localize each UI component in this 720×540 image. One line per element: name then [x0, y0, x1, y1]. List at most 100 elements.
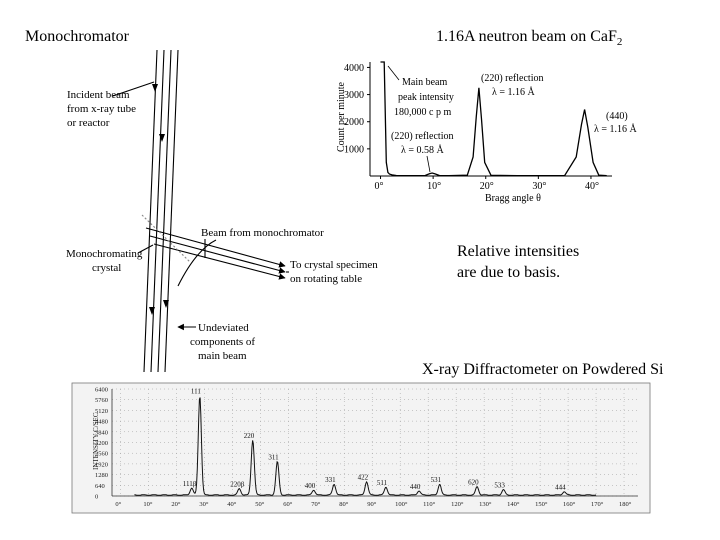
- neutron-y-tick-label: 3000: [344, 90, 364, 101]
- xray-peak-label: 311: [268, 454, 279, 462]
- crystal-outline: [141, 214, 191, 263]
- xray-title: X-ray Diffractometer on Powdered Si: [422, 361, 664, 378]
- xray-intensity-trace: [134, 397, 597, 496]
- xray-x-tick-label: 50°: [255, 501, 265, 508]
- r220b-leader: [426, 155, 431, 173]
- main-beam-leader: [387, 65, 400, 81]
- xray-x-tick-label: 10°: [143, 501, 153, 508]
- xray-x-tick-label: 150°: [535, 501, 548, 508]
- xray-y-tick-label: 0: [95, 494, 98, 501]
- xray-peak-label: 533: [494, 482, 505, 490]
- xray-x-tick-label: 80°: [339, 501, 349, 508]
- annot-220b-1: (220) reflection: [391, 131, 453, 142]
- xray-x-tick-label: 60°: [283, 501, 293, 508]
- incident-label-2: from x-ray tube: [67, 103, 136, 115]
- neutron-y-tick-label: 1000: [344, 144, 364, 155]
- xray-x-tick-label: 110°: [423, 501, 436, 508]
- neutron-x-tick-label: 40°: [585, 181, 599, 192]
- xray-x-tick-label: 90°: [367, 501, 377, 508]
- xray-x-tick-label: 180°: [619, 501, 632, 508]
- xray-peak-label: 111β: [183, 480, 197, 488]
- xray-x-tick-label: 20°: [171, 501, 181, 508]
- annot-220-1: (220) reflection: [481, 73, 543, 84]
- xray-y-tick-label: 6400: [95, 387, 108, 394]
- beam-arrow-4: [163, 300, 169, 308]
- incident-beam-4: [164, 49, 179, 373]
- neutron-x-tick-label: 10°: [427, 181, 441, 192]
- specimen-label-2: on rotating table: [290, 273, 362, 285]
- beam-arrow-2: [159, 134, 165, 142]
- incident-beam-1: [143, 49, 158, 373]
- specimen-label-1: To crystal specimen: [290, 259, 378, 271]
- crystal-label-1: Monochromating: [66, 248, 143, 260]
- xray-y-tick-label: 5120: [95, 408, 108, 415]
- xray-peak-label: 620: [468, 479, 479, 487]
- crystal-label-2: crystal: [92, 262, 121, 274]
- xray-x-tick-label: 160°: [563, 501, 576, 508]
- neutron-xlabel: Bragg angle θ: [485, 193, 541, 204]
- xray-peak-label: 422: [358, 474, 369, 482]
- title-neutron-beam: 1.16A neutron beam on CaF2: [436, 28, 622, 48]
- leader-incident: [112, 81, 155, 97]
- title-neutron-main: 1.16A neutron beam on CaF: [436, 28, 617, 45]
- incident-beam-2: [150, 49, 165, 373]
- xray-y-tick-label: 4480: [95, 419, 108, 426]
- diffracted-beam-1: [145, 227, 286, 268]
- xray-y-tick-label: 3840: [95, 429, 108, 436]
- undeviated-label-3: main beam: [198, 350, 247, 362]
- incident-label-3: or reactor: [67, 117, 110, 129]
- incident-beam-3: [157, 49, 172, 373]
- xray-x-tick-label: 70°: [311, 501, 321, 508]
- diffracted-beam-3: [153, 243, 286, 280]
- annot-main-beam-1: Main beam: [402, 77, 447, 88]
- neutron-count-curve: [380, 61, 607, 177]
- xray-peak-label: 331: [325, 476, 336, 484]
- xray-y-tick-label: 3200: [95, 440, 108, 447]
- xray-x-tick-label: 30°: [199, 501, 209, 508]
- annot-440-1: (440): [606, 111, 628, 122]
- incident-label-1: Incident beam: [67, 89, 130, 101]
- xray-peak-label: 400: [305, 482, 316, 490]
- xray-x-tick-label: 170°: [591, 501, 604, 508]
- xray-x-tick-label: 0°: [115, 501, 121, 508]
- diffracted-beam-2: [149, 235, 286, 274]
- annot-440-2: λ = 1.16 Å: [594, 123, 637, 135]
- neutron-y-tick-label: 2000: [344, 117, 364, 128]
- xray-y-tick-label: 1920: [95, 461, 108, 468]
- xray-peak-label: 444: [555, 484, 566, 492]
- beam-from-label: Beam from monochromator: [201, 227, 324, 239]
- title-monochromator: Monochromator: [25, 28, 129, 45]
- beam-arrow-3: [149, 307, 155, 315]
- xray-peak-label: 440: [410, 483, 421, 491]
- xray-peak-label: 220: [244, 432, 255, 440]
- undeviated-label-2: components of: [190, 336, 255, 348]
- xray-peak-label: 531: [431, 476, 442, 484]
- xray-x-tick-label: 100°: [395, 501, 408, 508]
- xray-peak-label: 511: [377, 479, 388, 487]
- note-line-2: are due to basis.: [457, 264, 561, 281]
- xray-y-tick-label: 640: [95, 483, 105, 490]
- angle-arc: [177, 239, 217, 287]
- neutron-y-tick-label: 4000: [344, 63, 364, 74]
- xray-x-tick-label: 40°: [227, 501, 237, 508]
- neutron-x-tick-label: 20°: [480, 181, 494, 192]
- xray-peak-label: 220β: [230, 481, 245, 489]
- xray-paper: [71, 382, 651, 514]
- title-neutron-subscript: 2: [616, 36, 623, 49]
- beam-arrow-1: [152, 84, 158, 92]
- neutron-ylabel: Count per minute: [336, 81, 347, 152]
- note-line-1: Relative intensities: [457, 243, 580, 260]
- leader-crystal: [137, 244, 154, 254]
- xray-y-tick-label: 5760: [95, 397, 108, 404]
- xray-y-tick-label: 2560: [95, 451, 108, 458]
- annot-main-beam-3: 180,000 c p m: [394, 107, 451, 118]
- xray-y-tick-label: 1280: [95, 472, 108, 479]
- undeviated-label-1: Undeviated: [198, 322, 249, 334]
- xray-peak-label: 111: [191, 388, 201, 396]
- annot-220-2: λ = 1.16 Å: [492, 86, 535, 98]
- xray-x-tick-label: 140°: [507, 501, 520, 508]
- neutron-x-tick-label: 0°: [375, 181, 384, 192]
